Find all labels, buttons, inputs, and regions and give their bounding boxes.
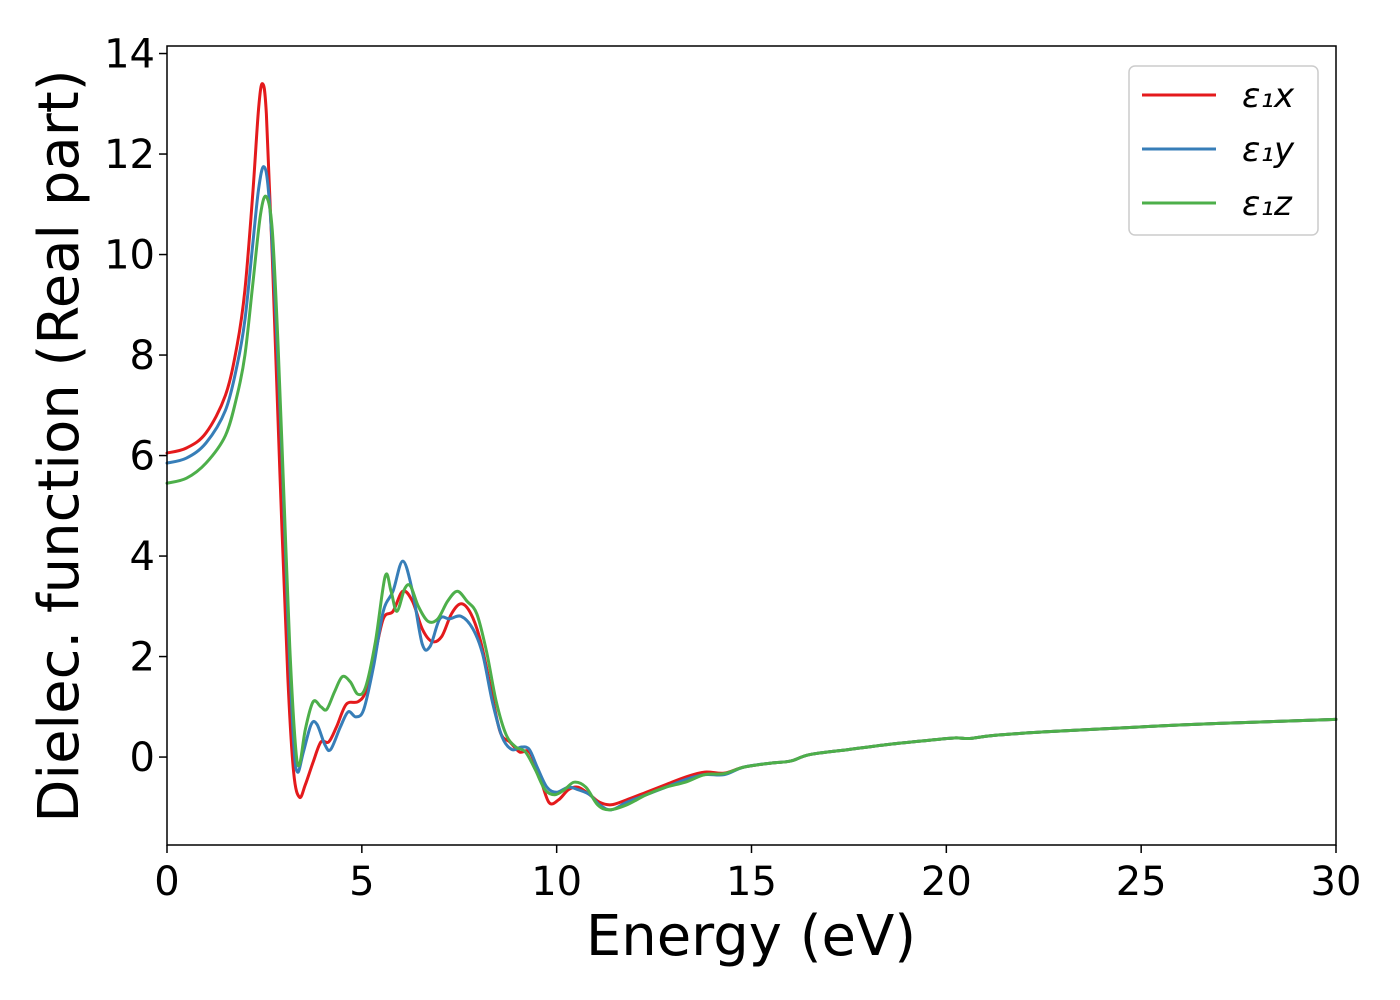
x-tick-label: 25	[1116, 859, 1167, 905]
x-tick-label: 5	[349, 859, 374, 905]
x-tick-label: 20	[921, 859, 972, 905]
x-tick-label: 0	[154, 859, 179, 905]
x-tick-label: 10	[531, 859, 582, 905]
series-layer	[165, 82, 1338, 812]
y-tick-label: 8	[130, 333, 155, 379]
x-axis-label: Energy (eV)	[586, 904, 916, 969]
x-tick-label: 30	[1311, 859, 1362, 905]
legend-label-2: ε₁y	[1242, 130, 1295, 170]
y-tick-label: 12	[104, 132, 155, 178]
x-axis-ticks: 0 5 10 15 20 25 30	[154, 845, 1361, 905]
legend-label-3: ε₁z	[1242, 184, 1293, 224]
legend-box	[1128, 65, 1319, 236]
y-tick-label: 10	[104, 233, 155, 279]
legend: ε₁x ε₁y ε₁z	[1128, 65, 1319, 236]
y-tick-label: 14	[104, 32, 155, 78]
legend-label-1: ε₁x	[1242, 76, 1295, 116]
y-tick-label: 2	[130, 635, 155, 681]
y-tick-label: 4	[130, 534, 155, 580]
y-tick-label: 6	[130, 434, 155, 480]
y-axis-ticks: 0 2 4 6 8 10 12 14	[104, 32, 167, 781]
x-tick-label: 15	[726, 859, 777, 905]
y-tick-label: 0	[130, 735, 155, 781]
series-line-3	[165, 194, 1338, 812]
y-axis-label: Dielec. function (Real part)	[27, 69, 92, 822]
